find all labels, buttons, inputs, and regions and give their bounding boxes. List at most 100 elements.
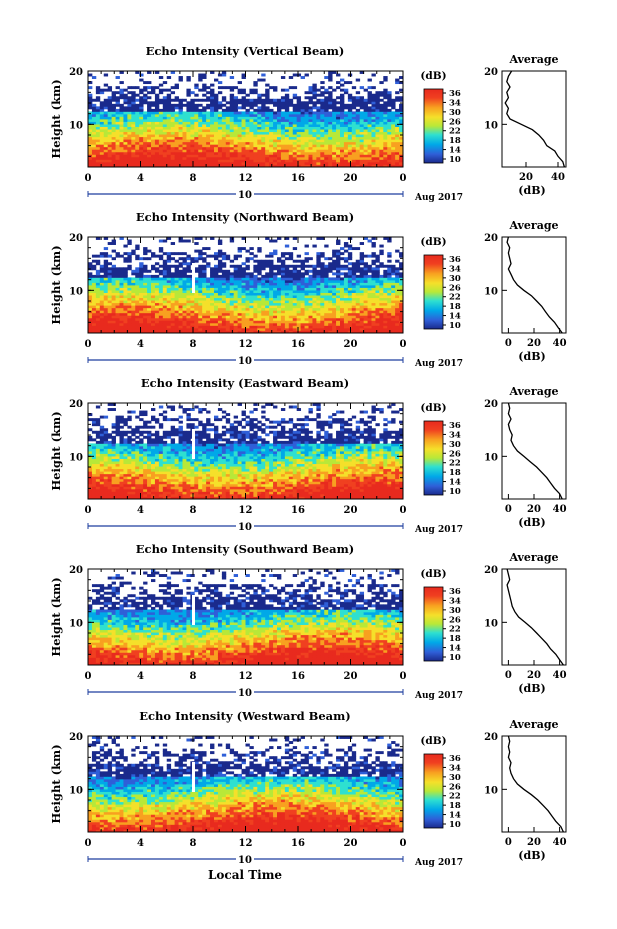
heatmap-cell — [261, 93, 266, 97]
heatmap-cell — [395, 81, 400, 85]
profile-title: Average — [508, 53, 558, 66]
heatmap-cell — [139, 101, 144, 105]
heatmap-cell — [324, 290, 329, 293]
heatmap-cell — [139, 124, 144, 127]
heatmap-cell — [194, 116, 199, 120]
heatmap-cell — [395, 292, 400, 296]
heatmap-cell — [288, 136, 294, 140]
heatmap-cell — [304, 257, 309, 261]
heatmap-cell — [261, 279, 266, 283]
heatmap-cell — [391, 106, 396, 110]
heatmap-cell — [214, 302, 219, 306]
heatmap-cell — [387, 254, 392, 258]
heatmap-cell — [367, 144, 372, 148]
heatmap-cell — [363, 136, 368, 140]
heatmap-cell — [158, 156, 164, 160]
heatmap-cell — [178, 320, 183, 324]
heatmap-cell — [162, 164, 168, 168]
colorbar-tick-label: 34 — [449, 264, 461, 274]
heatmap-cell — [328, 322, 333, 326]
heatmap-cell — [210, 91, 215, 95]
heatmap-cell — [304, 297, 309, 301]
heatmap-cell — [162, 322, 168, 326]
heatmap-cell — [308, 134, 313, 138]
heatmap-cell — [88, 312, 93, 316]
date-label: Aug 2017 — [414, 193, 463, 203]
heatmap-cell — [194, 330, 199, 334]
heatmap-cell — [343, 149, 349, 153]
heatmap-cell — [340, 285, 345, 288]
heatmap-cell — [103, 285, 109, 288]
heatmap-cell — [355, 302, 361, 306]
heatmap-cell — [241, 274, 246, 278]
heatmap-cell — [202, 320, 207, 324]
heatmap-cell — [190, 312, 195, 316]
heatmap-cell — [245, 279, 250, 283]
heatmap-cell — [383, 159, 388, 163]
heatmap-cell — [312, 292, 317, 296]
heatmap-cell — [332, 159, 337, 163]
heatmap-cell — [347, 282, 353, 286]
heatmap-cell — [166, 126, 172, 130]
heatmap-cell — [225, 269, 231, 273]
heatmap-cell — [91, 300, 97, 304]
heatmap-cell — [245, 292, 250, 296]
heatmap-cell — [336, 262, 341, 266]
heatmap-cell — [131, 287, 136, 291]
heatmap-cell — [178, 136, 183, 140]
heatmap-cell — [158, 300, 164, 304]
heatmap-cell — [88, 302, 93, 306]
heatmap-cell — [151, 149, 156, 153]
heatmap-cell — [225, 108, 231, 112]
heatmap-cell — [190, 134, 195, 138]
heatmap-cell — [399, 103, 404, 107]
heatmap-cell — [198, 269, 203, 273]
heatmap-cell — [304, 287, 309, 291]
heatmap-cell — [277, 108, 282, 112]
heatmap-cell — [103, 312, 109, 316]
heatmap-cell — [273, 161, 278, 165]
heatmap-cell — [351, 134, 357, 138]
heatmap-cell — [95, 106, 101, 110]
heatmap-cell — [336, 330, 341, 334]
heatmap-cell — [95, 124, 101, 127]
heatmap-cell — [202, 124, 207, 127]
heatmap-cell — [166, 156, 172, 160]
heatmap-cell — [115, 285, 120, 288]
x-tick-label: 20 — [344, 173, 358, 184]
heatmap-cell — [210, 93, 215, 97]
heatmap-cell — [229, 292, 235, 296]
heatmap-cell — [308, 98, 313, 102]
heatmap-cell — [233, 285, 239, 288]
heatmap-cell — [229, 322, 235, 326]
heatmap-cell — [190, 156, 195, 160]
heatmap-cell — [363, 116, 368, 120]
heatmap-cell — [395, 113, 400, 117]
heatmap-cell — [241, 126, 246, 130]
heatmap-cell — [178, 282, 183, 286]
heatmap-cell — [359, 103, 365, 107]
heatmap-cell — [273, 297, 278, 301]
heatmap-cell — [214, 93, 219, 97]
heatmap-cell — [253, 322, 258, 326]
heatmap-cell — [371, 134, 376, 138]
heatmap-cell — [273, 126, 278, 130]
heatmap-cell — [304, 108, 309, 112]
heatmap-cell — [198, 254, 203, 258]
heatmap-cell — [107, 108, 113, 112]
heatmap-cell — [170, 98, 176, 102]
heatmap-cell — [88, 435, 93, 439]
heatmap-cell — [95, 302, 101, 306]
heatmap-cell — [367, 86, 372, 90]
heatmap-cell — [265, 305, 270, 309]
heatmap-cell — [292, 146, 298, 150]
heatmap-cell — [336, 290, 341, 293]
heatmap-cell — [343, 146, 349, 150]
heatmap-cell — [257, 267, 262, 271]
heatmap-cell — [214, 264, 219, 268]
heatmap-cell — [166, 121, 172, 125]
heatmap-cell — [288, 156, 294, 160]
heatmap-cell — [233, 295, 239, 299]
heatmap-cell — [336, 295, 341, 299]
heatmap-cell — [190, 98, 195, 102]
